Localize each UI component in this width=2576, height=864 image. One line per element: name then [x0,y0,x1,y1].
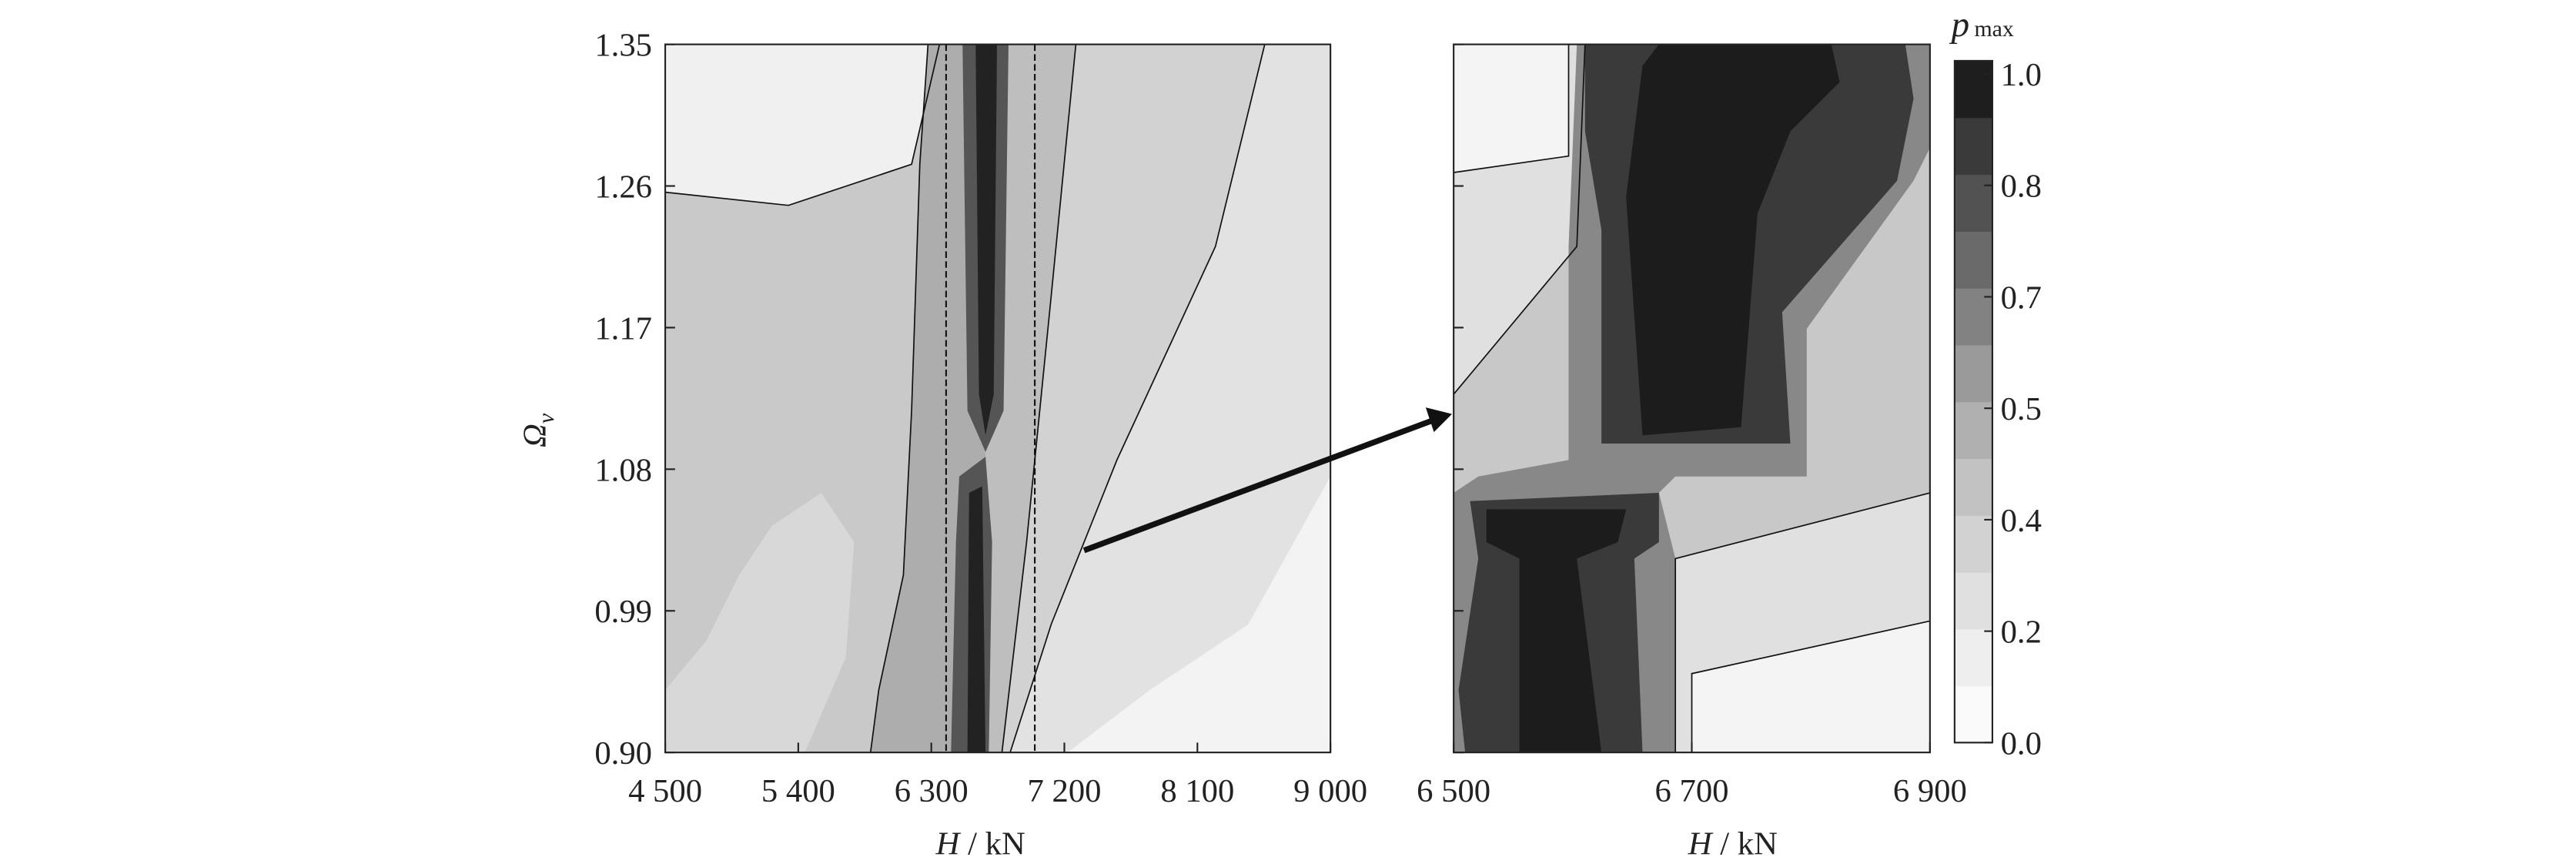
colorbar-band [1954,685,1992,743]
region [665,44,940,206]
left-contours [664,43,1332,754]
colorbar-tick-label: 0.8 [2001,169,2042,205]
contour-line [1674,492,1931,753]
colorbar-band [1954,515,1992,573]
colorbar-symbol: p [1949,5,1969,45]
x-label-unit: / kN [1720,825,1778,862]
arrow-head [1425,407,1453,433]
x-label-symbol: H [1688,825,1714,862]
x-tick-label: 6 700 [1655,773,1729,809]
x-tick-label: 9 000 [1293,773,1367,809]
region [985,44,1076,753]
contour-line [1001,44,1077,753]
y-axis-label: Ωv [517,413,559,447]
right-contours [1453,43,1931,754]
x-tick-label: 6 300 [895,773,969,809]
zoom-arrow [1082,417,1434,554]
colorbar-tick-label: 0.2 [2001,615,2042,651]
y-tick-label: 1.26 [594,169,652,205]
colorbar-band [1954,458,1992,516]
colorbar-band [1954,231,1992,289]
x-tick-label: 5 400 [761,773,835,809]
x-tick-label: 8 100 [1160,773,1234,809]
contour-line [1009,44,1266,753]
contour-line [664,44,941,206]
colorbar-tick-label: 0.7 [2001,280,2042,316]
colorbar-tick-label: 0.5 [2001,391,2042,427]
plot-frame [664,43,1332,754]
x-tick-label: 6 900 [1893,773,1967,809]
x-tick-label: 6 500 [1417,773,1490,809]
region [665,493,855,753]
colorbar-band [1954,571,1992,630]
y-tick-label: 1.08 [594,452,652,488]
region [967,486,986,753]
colorbar-band [1954,117,1992,176]
x-axis-label: H / kN [1688,825,1778,862]
colorbar-band [1954,60,1992,119]
x-tick-label: 4 500 [628,773,702,809]
contour-line [1691,620,1931,753]
region [1486,509,1627,753]
y-tick-label: 0.90 [594,735,652,772]
colorbar-band [1954,174,1992,232]
y-tick-label: 1.17 [594,310,652,347]
colorbar-tick-label: 0.0 [2001,725,2042,762]
colorbar-title: p max [1949,5,2014,45]
colorbar-band [1954,628,1992,687]
x-label-unit: / kN [968,825,1025,862]
region [1002,44,1265,753]
x-tick-label: 7 200 [1028,773,1102,809]
y-label-symbol: Ω [517,424,553,447]
contour-line [1453,44,1586,395]
colorbar-tick-label: 1.0 [2001,57,2042,93]
x-label-symbol: H [935,825,962,862]
region [975,44,998,436]
region [1626,44,1840,436]
region [1454,44,1569,173]
region [1691,621,1930,753]
x-axis-label: H / kN [935,825,1025,862]
colorbar-frame [1953,59,1994,744]
colorbar-band [1954,344,1992,403]
y-label-subscript: v [534,413,559,424]
contour-line [1454,44,1570,173]
region [1067,476,1331,753]
contour-line [869,44,929,753]
colorbar-band [1954,401,1992,460]
y-tick-label: 1.35 [594,28,652,64]
colorbar-subscript: max [1974,16,2013,42]
colorbar-tick-label: 0.4 [2001,503,2042,539]
plot-root: H / kN H / kN Ωv p max 4 500 5 400 6 300 7 2… [517,5,2042,862]
y-tick-label: 0.99 [594,594,652,630]
